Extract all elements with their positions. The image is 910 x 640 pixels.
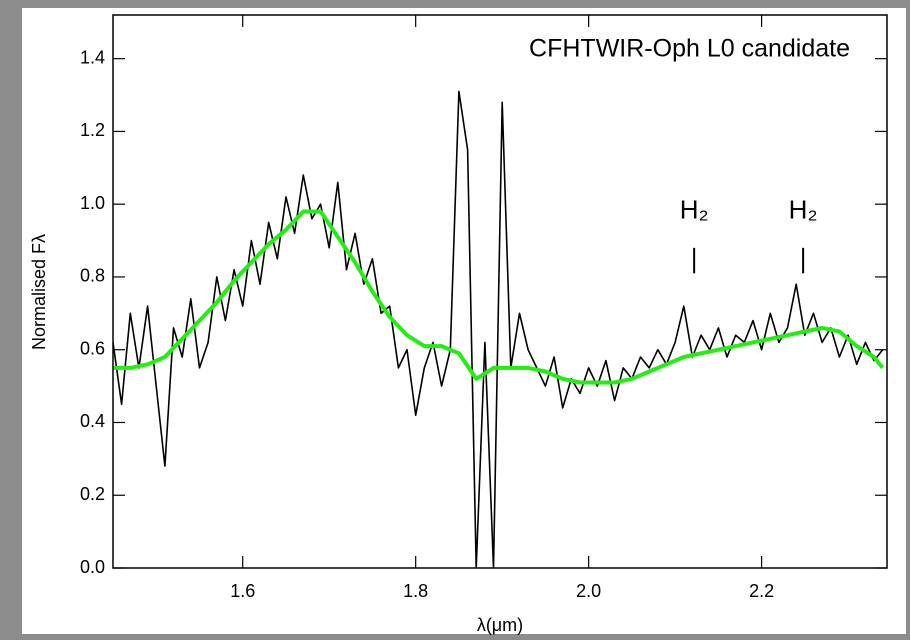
y-tick-label: 0.8 [80,266,105,286]
spectrum-line [113,90,884,568]
y-axis-label: Normalised Fλ [29,234,49,350]
x-axis-label: λ(μm) [477,615,523,635]
spectrum-line [113,209,885,385]
x-tick-label: 2.2 [749,581,774,601]
panel [22,8,906,634]
y-tick-label: 0.0 [80,557,105,577]
annotation: H₂ [680,194,709,224]
annotation: H₂ [789,194,818,224]
y-tick-label: 1.2 [80,120,105,140]
axes-frame [112,14,888,569]
x-tick-label: 2.0 [576,581,601,601]
y-tick-label: 1.0 [80,193,105,213]
y-tick-label: 0.2 [80,484,105,504]
y-tick-label: 0.4 [80,411,105,431]
x-tick-label: 1.8 [403,581,428,601]
x-tick-label: 1.6 [230,581,255,601]
y-tick-label: 0.6 [80,338,105,358]
y-tick-label: 1.4 [80,47,105,67]
chart-title: CFHTWIR-Oph L0 candidate [529,35,850,63]
plot-area [113,90,885,568]
